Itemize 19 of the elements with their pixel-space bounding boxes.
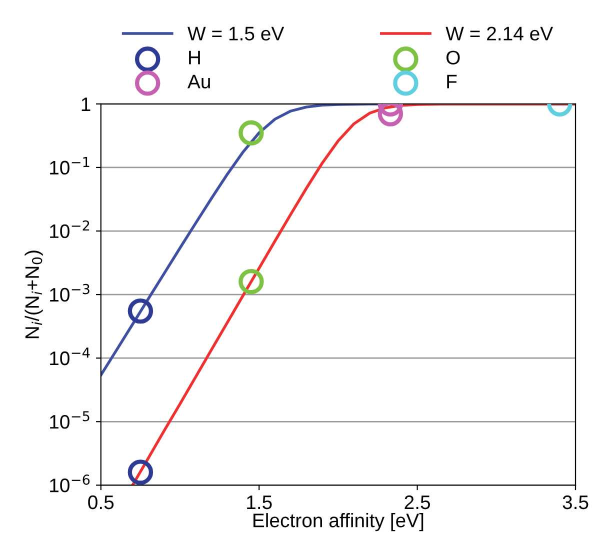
y-tick-label: 1	[82, 98, 90, 111]
y-tick-label: 10$^{−4}$	[50, 348, 90, 366]
legend-label: F	[447, 74, 457, 88]
legend-label: W = 2.14 eV	[446, 26, 554, 40]
x-tick-label: 1.5	[247, 496, 272, 510]
x-tick-label: 3.5	[562, 495, 588, 510]
legend-label: W = 1.5 eV	[188, 26, 284, 40]
y-tick-label: 10$^{−1}$	[50, 157, 90, 175]
legend-label: O	[446, 50, 460, 64]
x-axis-title: Electron affinity [eV]	[254, 513, 424, 532]
legend-label: Au	[187, 74, 210, 88]
y-axis-title: N$_{i}$/(N$_{i}$+N$_{0}$)	[24, 250, 43, 338]
y-tick-label: 10$^{−3}$	[50, 284, 90, 302]
y-tick-label: 10$^{−6}$	[50, 474, 90, 492]
x-tick-label: 2.5	[404, 495, 430, 510]
y-tick-label: 10$^{−5}$	[50, 411, 90, 429]
legend-label: H	[189, 50, 200, 64]
x-tick-label: 0.5	[88, 495, 114, 510]
y-tick-label: 10$^{−2}$	[50, 220, 90, 238]
